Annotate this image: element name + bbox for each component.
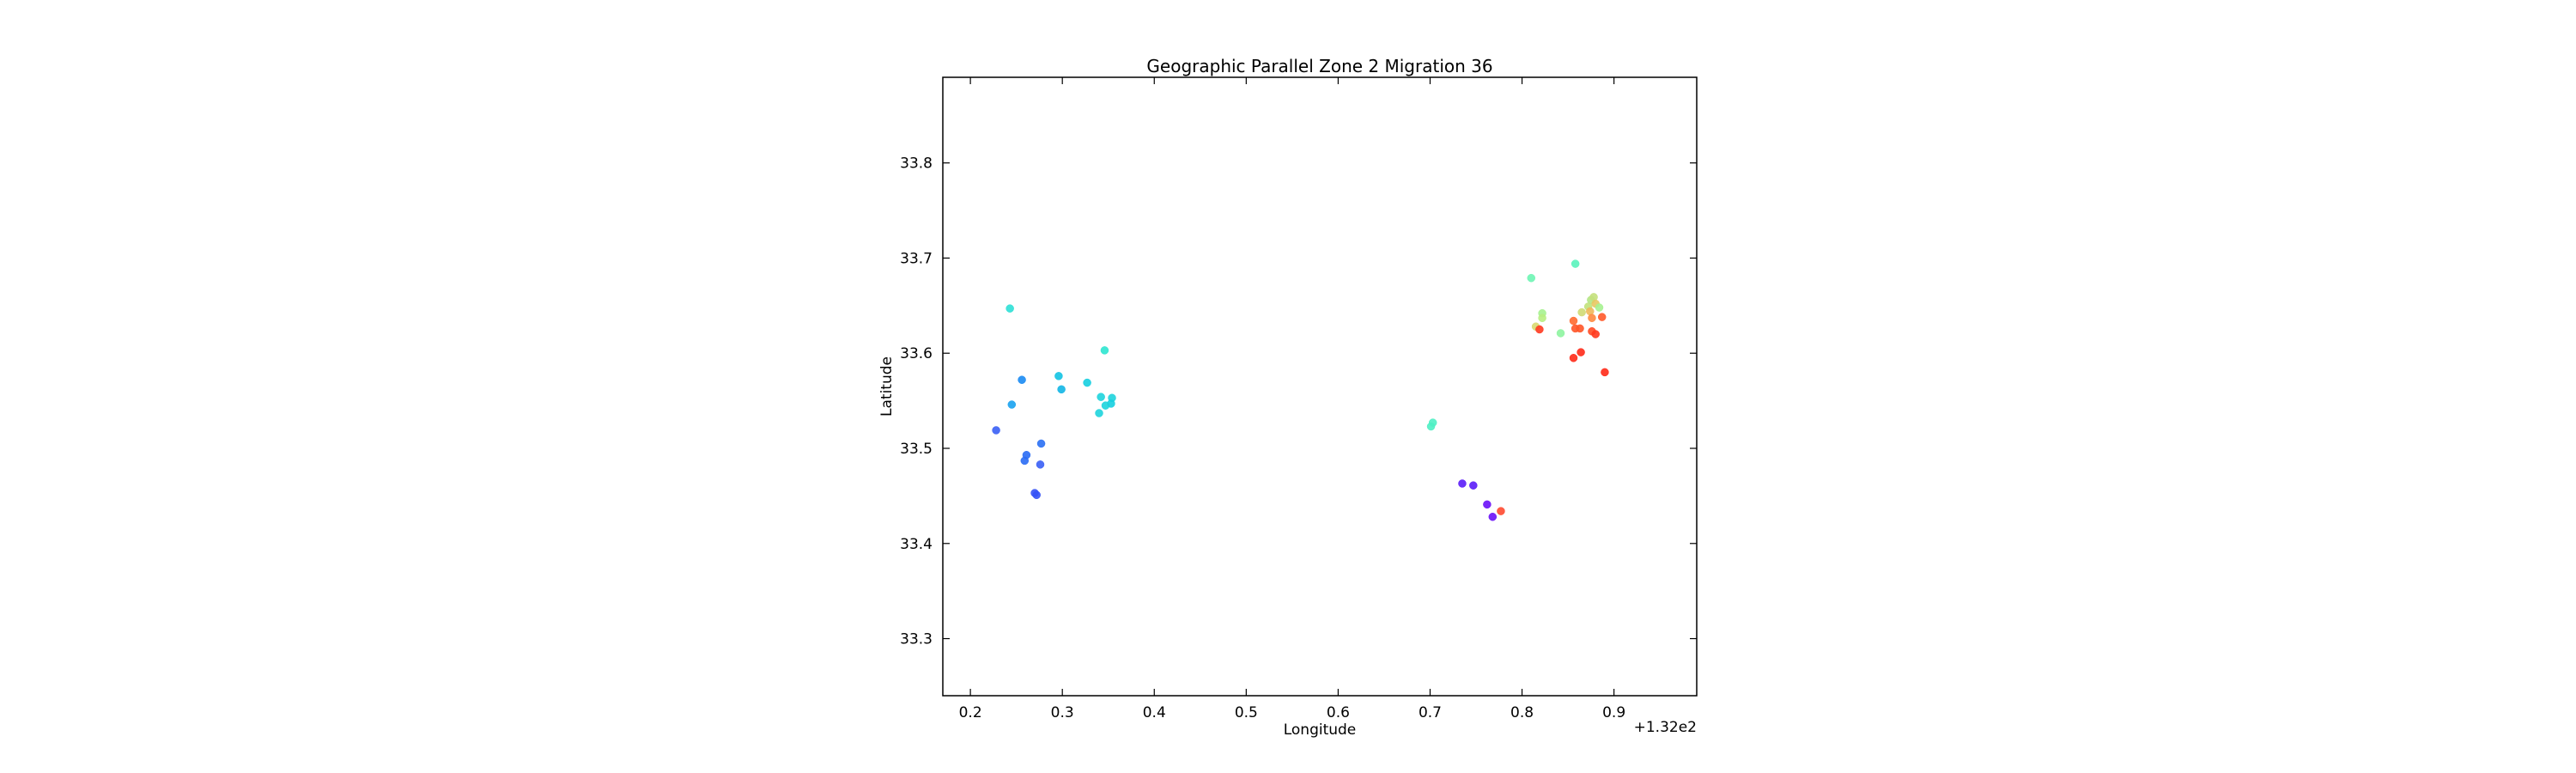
scatter-point xyxy=(1083,378,1091,387)
x-tick-label: 0.6 xyxy=(1327,704,1350,721)
ticks-layer: 0.2 0.3 0.4 0.5 0.6 0.7 0.8 0.9 33.3 33.4 33.5 33.6… xyxy=(900,77,1697,721)
x-tick-label: 0.4 xyxy=(1143,704,1166,721)
scatter-point xyxy=(1527,273,1536,283)
scatter-point xyxy=(1497,507,1505,515)
points-layer xyxy=(992,259,1609,521)
scatter-point xyxy=(1577,307,1586,317)
x-tick-label: 0.8 xyxy=(1510,704,1534,721)
scatter-point xyxy=(1569,316,1578,326)
y-tick-label: 33.5 xyxy=(900,441,933,458)
x-tick-label: 0.5 xyxy=(1235,704,1258,721)
scatter-point xyxy=(1101,401,1110,410)
scatter-point xyxy=(1426,422,1436,431)
scatter-point xyxy=(1032,490,1041,500)
scatter-point xyxy=(1097,393,1105,401)
scatter-point xyxy=(1469,481,1478,490)
scatter-point xyxy=(1057,385,1066,394)
scatter-point xyxy=(1577,348,1585,356)
y-tick-label: 33.6 xyxy=(900,345,933,362)
scatter-point xyxy=(1595,303,1604,312)
scatter-point xyxy=(1054,372,1063,380)
scatter-point xyxy=(1095,409,1103,417)
scatter-point xyxy=(1020,456,1030,466)
plot-frame xyxy=(942,76,1698,697)
scatter-point xyxy=(1597,313,1607,321)
scatter-point xyxy=(1538,313,1546,322)
y-tick-label: 33.3 xyxy=(900,631,933,648)
x-tick-label: 0.2 xyxy=(959,704,982,721)
y-tick-label: 33.8 xyxy=(900,155,933,173)
scatter-point xyxy=(1036,460,1045,469)
scatter-point xyxy=(1556,329,1565,338)
scatter-point xyxy=(1483,500,1492,509)
y-axis-label: Latitude xyxy=(878,356,896,417)
scatter-point xyxy=(1018,375,1026,384)
scatter-point xyxy=(1576,324,1584,333)
x-tick-label: 0.7 xyxy=(1419,704,1442,721)
scatter-point xyxy=(1588,313,1596,322)
scatter-point xyxy=(1591,330,1600,338)
scatter-point xyxy=(1571,259,1580,268)
scatter-point xyxy=(1005,304,1014,313)
x-axis-label: Longitude xyxy=(1284,721,1357,739)
chart-title: Geographic Parallel Zone 2 Migration 36 xyxy=(1146,56,1492,76)
scatter-point xyxy=(1036,439,1046,448)
y-tick-label: 33.4 xyxy=(900,536,933,553)
x-tick-label: 0.3 xyxy=(1051,704,1074,721)
scatter-point xyxy=(1458,479,1467,488)
x-tick-label: 0.9 xyxy=(1602,704,1625,721)
y-tick-label: 33.7 xyxy=(900,250,933,267)
scatter-point xyxy=(1007,400,1017,409)
scatter-point xyxy=(1601,368,1609,377)
scatter-point xyxy=(1535,325,1544,334)
scatter-point xyxy=(992,426,1000,435)
scatter-point xyxy=(1569,354,1578,362)
x-offset-label: +1.32e2 xyxy=(1634,719,1697,736)
scatter-point xyxy=(1488,513,1498,521)
scatter-point xyxy=(1100,346,1109,355)
